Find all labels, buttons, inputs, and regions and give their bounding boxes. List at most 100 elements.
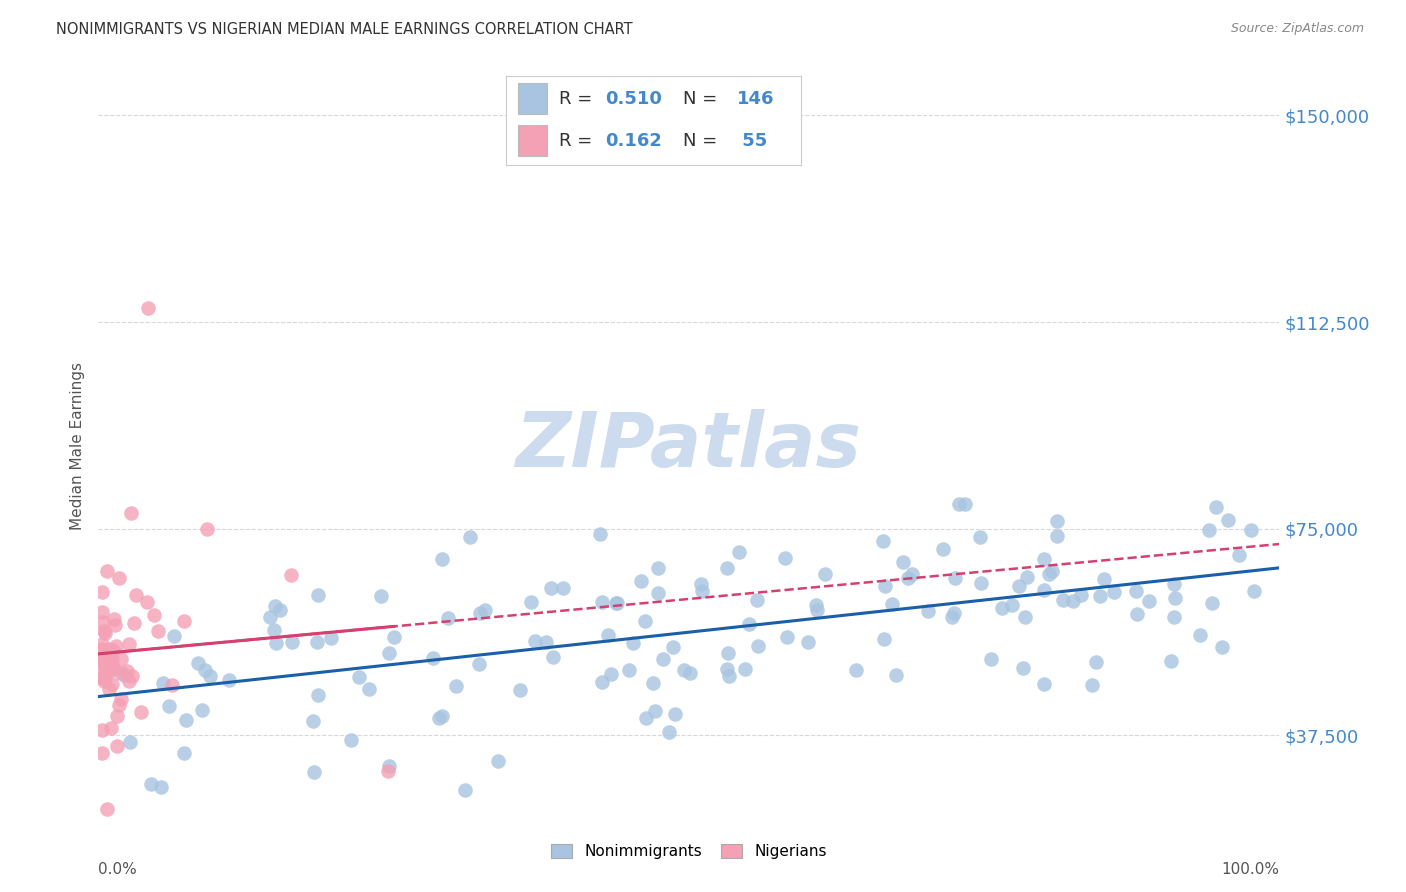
Point xyxy=(129,706,152,720)
Bar xyxy=(517,83,547,114)
Point xyxy=(173,614,195,628)
Point xyxy=(108,698,131,712)
Text: R =: R = xyxy=(560,132,599,150)
Point xyxy=(1011,660,1033,674)
Legend: Nonimmigrants, Nigerians: Nonimmigrants, Nigerians xyxy=(546,838,832,865)
Text: 0.0%: 0.0% xyxy=(98,862,138,877)
Point xyxy=(1163,610,1185,624)
Point xyxy=(117,673,139,688)
Point xyxy=(94,626,117,640)
Point xyxy=(589,527,612,541)
Point xyxy=(377,646,399,660)
Point xyxy=(319,632,342,646)
Point xyxy=(1032,677,1054,691)
Point xyxy=(112,668,135,682)
Point xyxy=(969,530,991,544)
Point xyxy=(91,605,114,619)
Point xyxy=(269,603,291,617)
Point xyxy=(652,652,675,666)
Point xyxy=(150,780,173,794)
Point xyxy=(121,669,143,683)
Point xyxy=(97,660,120,674)
Point xyxy=(307,588,329,602)
Point xyxy=(146,624,169,639)
Point xyxy=(437,611,460,625)
Point xyxy=(200,669,222,683)
Text: 0.162: 0.162 xyxy=(605,132,662,150)
Point xyxy=(901,566,924,581)
Point xyxy=(125,588,148,602)
Point xyxy=(1164,591,1187,605)
Point xyxy=(880,597,903,611)
Point xyxy=(122,616,145,631)
Point xyxy=(347,670,370,684)
Point xyxy=(679,666,702,681)
Point xyxy=(91,641,114,656)
Point xyxy=(664,706,686,721)
Point xyxy=(541,650,564,665)
Point xyxy=(1163,577,1185,591)
Point xyxy=(540,581,562,595)
Point xyxy=(1205,500,1227,514)
Point xyxy=(377,759,399,773)
Point xyxy=(136,595,159,609)
Point xyxy=(118,637,141,651)
Point xyxy=(120,735,142,749)
Point xyxy=(486,754,509,768)
Point xyxy=(264,599,287,613)
Point xyxy=(110,665,132,680)
Point xyxy=(991,601,1014,615)
Point xyxy=(891,555,914,569)
Point xyxy=(194,663,217,677)
Point xyxy=(605,596,627,610)
Point xyxy=(634,614,657,628)
Point xyxy=(551,581,574,595)
Point xyxy=(591,594,613,608)
Point xyxy=(1137,593,1160,607)
Point xyxy=(806,603,828,617)
Text: N =: N = xyxy=(683,89,723,108)
Point xyxy=(100,721,122,735)
Point xyxy=(1240,523,1263,537)
Point xyxy=(797,635,820,649)
Point xyxy=(97,664,120,678)
Point xyxy=(658,725,681,739)
Point xyxy=(430,708,453,723)
Point xyxy=(621,636,644,650)
Point xyxy=(143,608,166,623)
Point xyxy=(647,586,669,600)
Point xyxy=(174,713,197,727)
Point xyxy=(136,301,159,316)
Point xyxy=(745,593,768,607)
Point xyxy=(661,640,683,654)
Point xyxy=(91,670,114,684)
Point xyxy=(157,698,180,713)
Point xyxy=(93,624,115,638)
Text: NONIMMIGRANTS VS NIGERIAN MEDIAN MALE EARNINGS CORRELATION CHART: NONIMMIGRANTS VS NIGERIAN MEDIAN MALE EA… xyxy=(56,22,633,37)
Point xyxy=(139,777,162,791)
Point xyxy=(1085,655,1108,669)
Point xyxy=(806,598,828,612)
Point xyxy=(453,783,475,797)
Point xyxy=(872,534,894,549)
Point xyxy=(458,530,481,544)
Point xyxy=(619,663,641,677)
Point xyxy=(716,561,738,575)
Point xyxy=(1227,548,1250,562)
Point xyxy=(218,673,240,687)
Point xyxy=(689,576,711,591)
Point xyxy=(91,671,114,685)
Point xyxy=(94,672,117,686)
Point xyxy=(101,651,124,665)
Point xyxy=(1160,654,1182,668)
Point xyxy=(717,646,740,660)
Point xyxy=(1062,593,1084,607)
Point xyxy=(1008,579,1031,593)
Point xyxy=(98,682,121,697)
Point xyxy=(1046,515,1069,529)
Point xyxy=(430,551,453,566)
Point xyxy=(1201,596,1223,610)
Point xyxy=(647,561,669,575)
Point xyxy=(980,651,1002,665)
Point xyxy=(474,603,496,617)
